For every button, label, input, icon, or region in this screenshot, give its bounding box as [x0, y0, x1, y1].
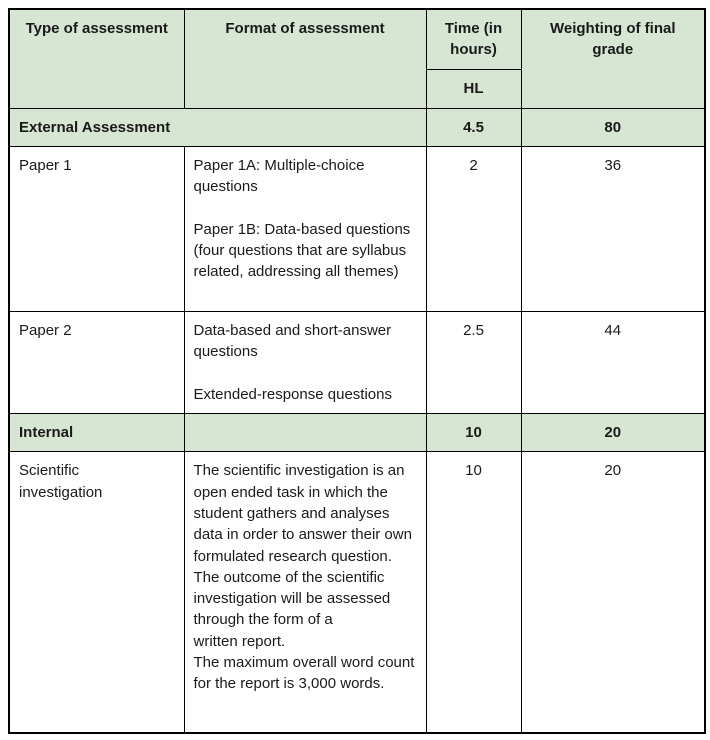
table-row-paper2: Paper 2 Data-based and short-answer ques… [8, 310, 706, 415]
table-row-scientific-investigation: Scientific investigation The scientific … [8, 451, 706, 734]
table-row-paper1: Paper 1 Paper 1A: Multiple-choice questi… [8, 145, 706, 312]
scientific-investigation-weighting-value: 20 [520, 451, 706, 734]
paper1-weighting-value: 36 [520, 145, 706, 312]
header-level-hl: HL [425, 68, 522, 109]
paper1-format: Paper 1A: Multiple-choice questions Pape… [183, 145, 427, 312]
header-type-of-assessment: Type of assessment [8, 8, 185, 109]
table-header: Type of assessment Format of assessment … [8, 8, 706, 109]
external-weighting-value: 80 [520, 107, 706, 147]
scientific-investigation-format: The scientific investigation is an open … [183, 451, 427, 734]
paper1-time-value: 2 [425, 145, 522, 312]
header-weighting-of-final-grade: Weighting of final grade [520, 8, 706, 109]
assessment-table: Type of assessment Format of assessment … [8, 8, 706, 734]
paper2-format: Data-based and short-answer questions Ex… [183, 310, 427, 415]
section-row-external: External Assessment 4.5 80 [8, 107, 706, 147]
section-label-external: External Assessment [8, 107, 427, 147]
paper1-type: Paper 1 [8, 145, 185, 312]
scientific-investigation-type: Scientific investigation [8, 451, 185, 734]
internal-weighting-value: 20 [520, 413, 706, 453]
section-label-internal: Internal [8, 413, 185, 453]
internal-format-empty [183, 413, 427, 453]
scientific-investigation-time-value: 10 [425, 451, 522, 734]
paper2-weighting-value: 44 [520, 310, 706, 415]
section-row-internal: Internal 10 20 [8, 413, 706, 453]
header-time-in-hours: Time (in hours) [425, 8, 522, 70]
paper2-time-value: 2.5 [425, 310, 522, 415]
header-format-of-assessment: Format of assessment [183, 8, 427, 109]
internal-time-value: 10 [425, 413, 522, 453]
external-time-value: 4.5 [425, 107, 522, 147]
paper2-type: Paper 2 [8, 310, 185, 415]
